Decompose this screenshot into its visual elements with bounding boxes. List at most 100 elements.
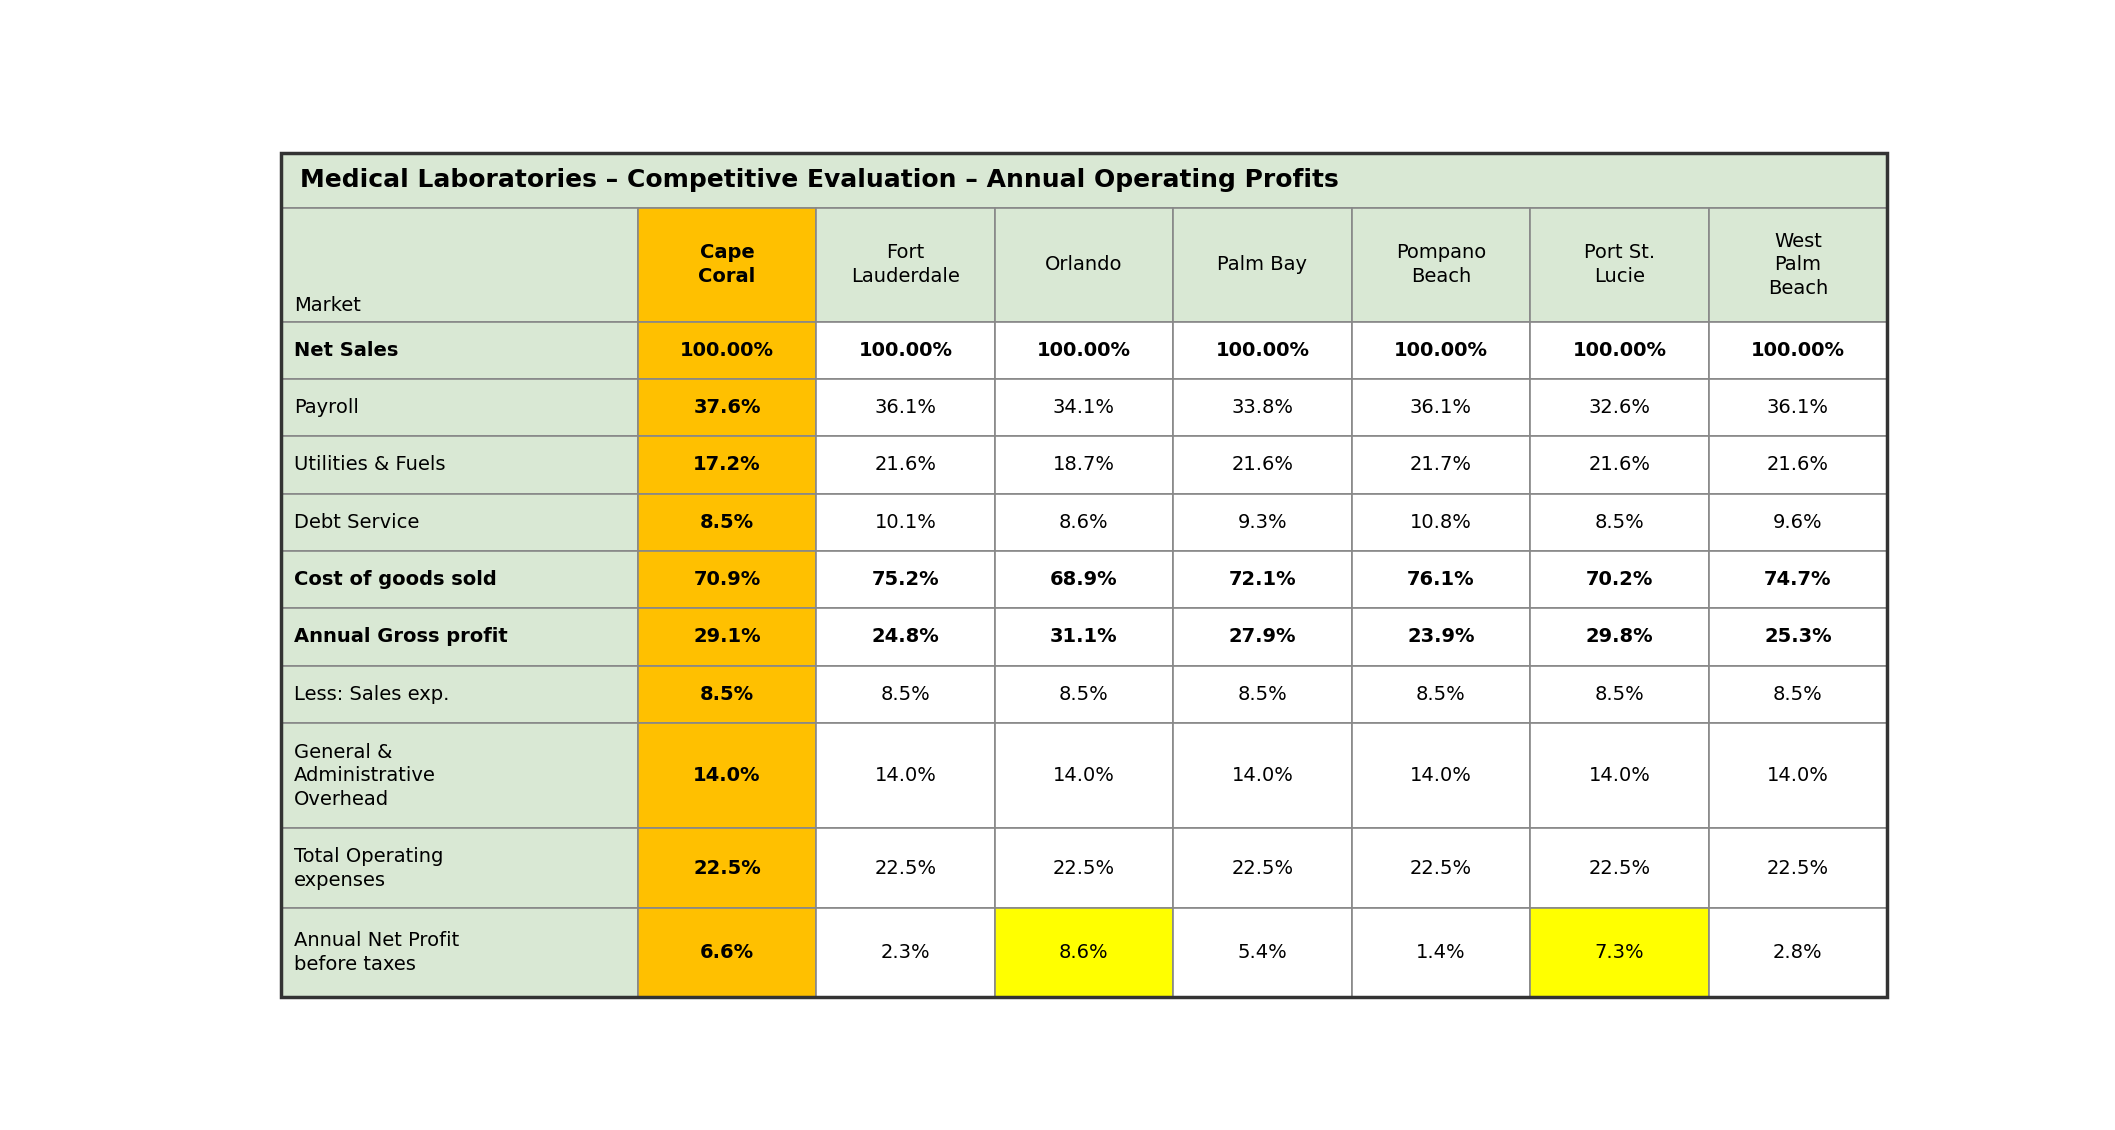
Bar — [1174, 322, 1351, 379]
Text: 21.6%: 21.6% — [1231, 455, 1294, 475]
Bar — [281, 208, 639, 322]
Bar — [994, 379, 1174, 436]
Text: 8.5%: 8.5% — [880, 685, 931, 704]
Text: 5.4%: 5.4% — [1237, 944, 1288, 963]
Bar — [1709, 208, 1887, 322]
Bar — [816, 436, 994, 494]
Text: Orlando: Orlando — [1045, 255, 1123, 275]
Text: 14.0%: 14.0% — [1411, 766, 1472, 785]
Text: 6.6%: 6.6% — [700, 944, 755, 963]
Bar — [281, 153, 1887, 208]
Bar — [1351, 436, 1529, 494]
Bar — [639, 723, 816, 828]
Bar — [994, 723, 1174, 828]
Text: 100.00%: 100.00% — [1216, 341, 1309, 359]
Bar — [816, 828, 994, 909]
Text: 33.8%: 33.8% — [1231, 398, 1294, 417]
Text: 14.0%: 14.0% — [1766, 766, 1829, 785]
Bar — [1351, 322, 1529, 379]
Text: 7.3%: 7.3% — [1595, 944, 1643, 963]
Bar — [1174, 436, 1351, 494]
Bar — [816, 666, 994, 723]
Bar — [1709, 322, 1887, 379]
Text: 100.00%: 100.00% — [859, 341, 952, 359]
Bar — [1351, 379, 1529, 436]
Bar — [1351, 208, 1529, 322]
Text: Pompano
Beach: Pompano Beach — [1396, 243, 1487, 286]
Text: 31.1%: 31.1% — [1051, 627, 1117, 646]
Text: 34.1%: 34.1% — [1053, 398, 1115, 417]
Bar — [1529, 909, 1709, 997]
Text: Medical Laboratories – Competitive Evaluation – Annual Operating Profits: Medical Laboratories – Competitive Evalu… — [300, 168, 1339, 192]
Text: 24.8%: 24.8% — [871, 627, 939, 646]
Bar — [281, 551, 639, 608]
Text: 2.3%: 2.3% — [880, 944, 931, 963]
Text: 72.1%: 72.1% — [1229, 571, 1296, 589]
Text: 25.3%: 25.3% — [1764, 627, 1832, 646]
Text: Palm Bay: Palm Bay — [1218, 255, 1307, 275]
Bar — [1174, 494, 1351, 551]
Bar — [1529, 551, 1709, 608]
Bar — [816, 322, 994, 379]
Text: Cost of goods sold: Cost of goods sold — [294, 571, 497, 589]
Text: Payroll: Payroll — [294, 398, 360, 417]
Text: 100.00%: 100.00% — [1571, 341, 1667, 359]
Text: 2.8%: 2.8% — [1772, 944, 1823, 963]
Text: 76.1%: 76.1% — [1406, 571, 1474, 589]
Text: 10.8%: 10.8% — [1411, 513, 1472, 532]
Bar — [1174, 551, 1351, 608]
Text: 32.6%: 32.6% — [1588, 398, 1650, 417]
Text: 9.6%: 9.6% — [1772, 513, 1823, 532]
Bar — [994, 909, 1174, 997]
Text: Market: Market — [294, 296, 362, 314]
Text: 36.1%: 36.1% — [873, 398, 937, 417]
Bar — [1351, 551, 1529, 608]
Text: 75.2%: 75.2% — [871, 571, 939, 589]
Text: Cape
Coral: Cape Coral — [698, 243, 755, 286]
Bar — [281, 608, 639, 666]
Bar — [816, 909, 994, 997]
Bar — [1709, 909, 1887, 997]
Text: 21.7%: 21.7% — [1411, 455, 1472, 475]
Text: 8.5%: 8.5% — [1595, 513, 1643, 532]
Bar — [281, 494, 639, 551]
Bar — [1529, 828, 1709, 909]
Bar — [1174, 909, 1351, 997]
Text: Utilities & Fuels: Utilities & Fuels — [294, 455, 446, 475]
Text: 10.1%: 10.1% — [873, 513, 937, 532]
Text: 70.2%: 70.2% — [1586, 571, 1654, 589]
Text: 100.00%: 100.00% — [1394, 341, 1489, 359]
Text: Total Operating
expenses: Total Operating expenses — [294, 848, 444, 889]
Text: 14.0%: 14.0% — [1231, 766, 1294, 785]
Bar — [1174, 723, 1351, 828]
Bar — [816, 494, 994, 551]
Bar — [1709, 608, 1887, 666]
Bar — [1351, 494, 1529, 551]
Bar — [994, 666, 1174, 723]
Bar — [1351, 909, 1529, 997]
Bar — [816, 379, 994, 436]
Bar — [639, 828, 816, 909]
Text: 14.0%: 14.0% — [873, 766, 937, 785]
Bar — [816, 723, 994, 828]
Text: 14.0%: 14.0% — [1588, 766, 1650, 785]
Text: 100.00%: 100.00% — [1036, 341, 1132, 359]
Text: 8.5%: 8.5% — [1060, 685, 1108, 704]
Text: 14.0%: 14.0% — [1053, 766, 1115, 785]
Text: 8.5%: 8.5% — [1772, 685, 1823, 704]
Bar — [639, 436, 816, 494]
Bar — [816, 551, 994, 608]
Bar — [1174, 666, 1351, 723]
Text: 21.6%: 21.6% — [873, 455, 937, 475]
Text: 21.6%: 21.6% — [1588, 455, 1650, 475]
Text: Debt Service: Debt Service — [294, 513, 419, 532]
Bar — [1174, 208, 1351, 322]
Bar — [639, 909, 816, 997]
Text: 8.5%: 8.5% — [700, 513, 755, 532]
Bar — [639, 208, 816, 322]
Text: 37.6%: 37.6% — [694, 398, 761, 417]
Bar — [639, 494, 816, 551]
Bar — [1174, 608, 1351, 666]
Bar — [281, 909, 639, 997]
Text: 21.6%: 21.6% — [1766, 455, 1829, 475]
